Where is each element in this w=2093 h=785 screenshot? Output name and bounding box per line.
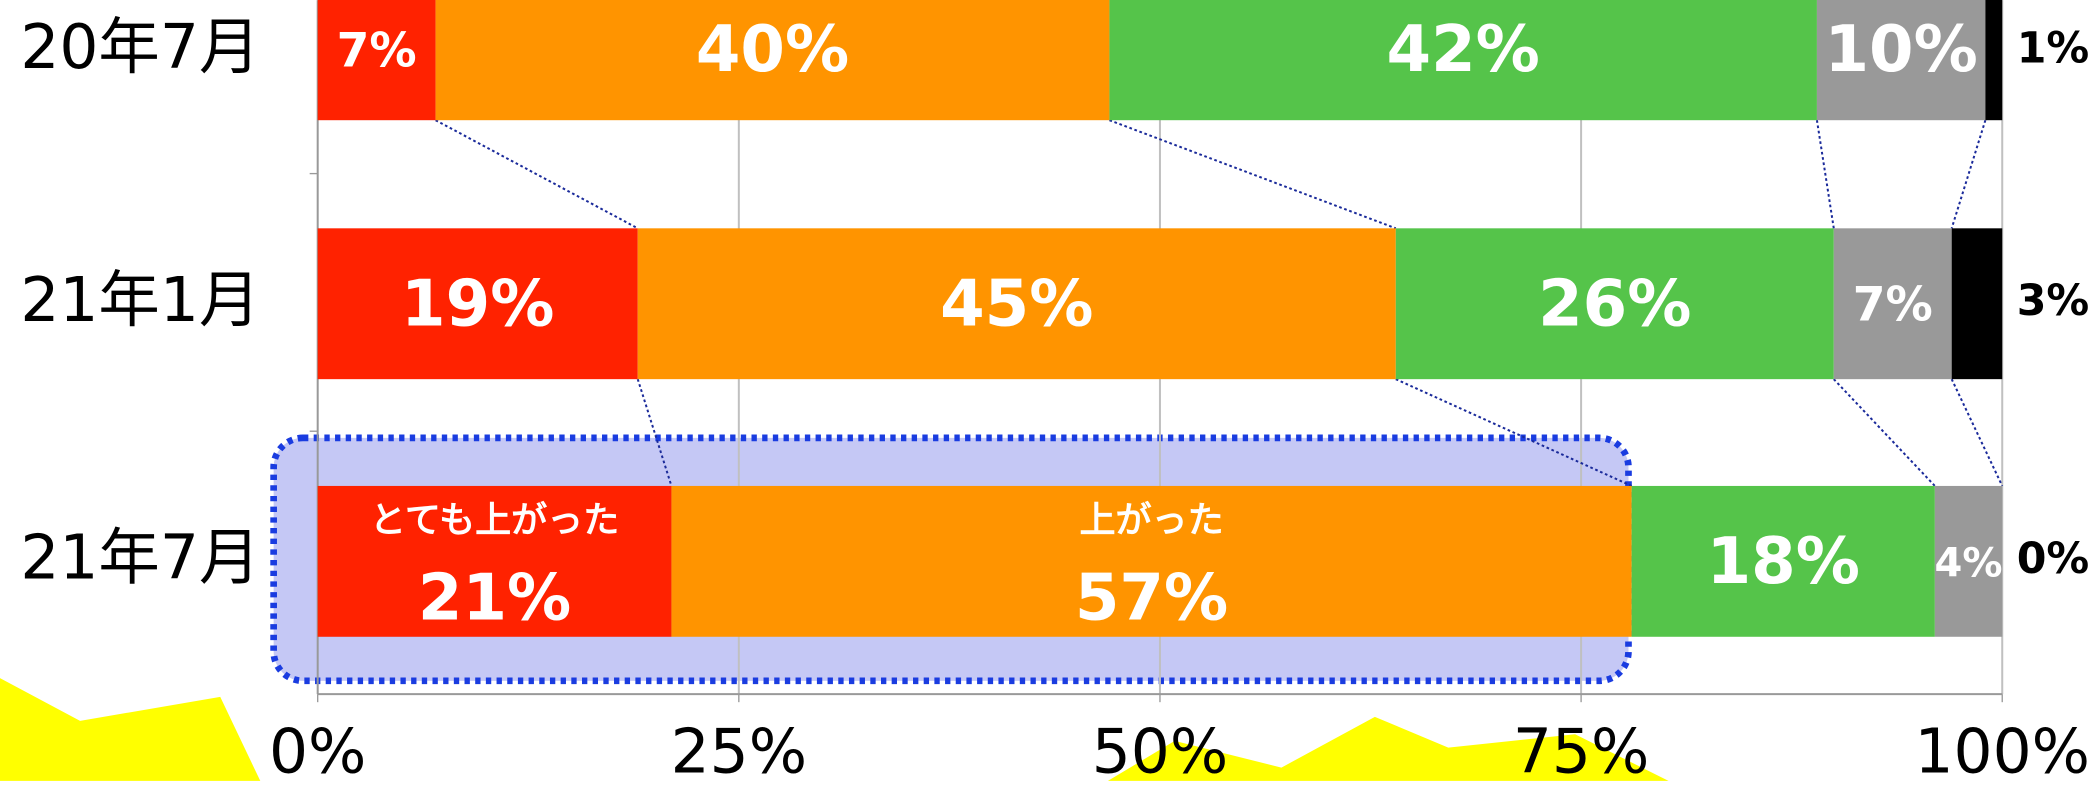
category-label: 21年1月 <box>20 265 260 336</box>
x-tick-label: 0% <box>269 717 366 781</box>
value-label: 7% <box>337 23 417 78</box>
category-label: 21年7月 <box>20 522 260 593</box>
value-label: 40% <box>696 13 849 87</box>
value-label: 57% <box>1075 562 1228 636</box>
connector <box>436 120 638 228</box>
value-label: 3% <box>2017 276 2090 326</box>
decoration <box>0 678 260 781</box>
value-label: 18% <box>1707 525 1860 599</box>
bar-segment <box>1985 0 2002 120</box>
connector <box>1817 120 1834 228</box>
connector <box>1834 379 1935 486</box>
value-label: 1% <box>2017 23 2090 73</box>
connector <box>1952 120 1986 228</box>
value-label: 19% <box>401 267 554 341</box>
page: 0% 25% 50% 75% 100% 20年7月 7% 40% 42% 10% 1% 21年1月 19… <box>0 0 2093 785</box>
value-label: 4% <box>1935 540 2003 586</box>
value-label: 42% <box>1387 13 1540 87</box>
value-label: 45% <box>940 267 1093 341</box>
segment-name: 上がった <box>1079 500 1223 541</box>
value-label: 7% <box>1853 278 1933 333</box>
x-tick-label: 50% <box>1092 717 1228 781</box>
bar-segment <box>1952 228 2003 379</box>
connector <box>1952 379 2003 486</box>
value-label: 21% <box>418 562 571 636</box>
x-tick-label: 25% <box>671 717 807 781</box>
connector <box>1109 120 1395 228</box>
value-label: 26% <box>1538 267 1691 341</box>
segment-name: とても上がった <box>370 500 619 541</box>
x-tick-label: 100% <box>1914 717 2090 781</box>
chart: 0% 25% 50% 75% 100% 20年7月 7% 40% 42% 10% 1% 21年1月 19… <box>0 0 2093 781</box>
value-label: 0% <box>2017 534 2090 584</box>
value-label: 10% <box>1824 13 1977 87</box>
x-tick-label: 75% <box>1513 717 1649 781</box>
category-label: 20年7月 <box>20 12 260 83</box>
